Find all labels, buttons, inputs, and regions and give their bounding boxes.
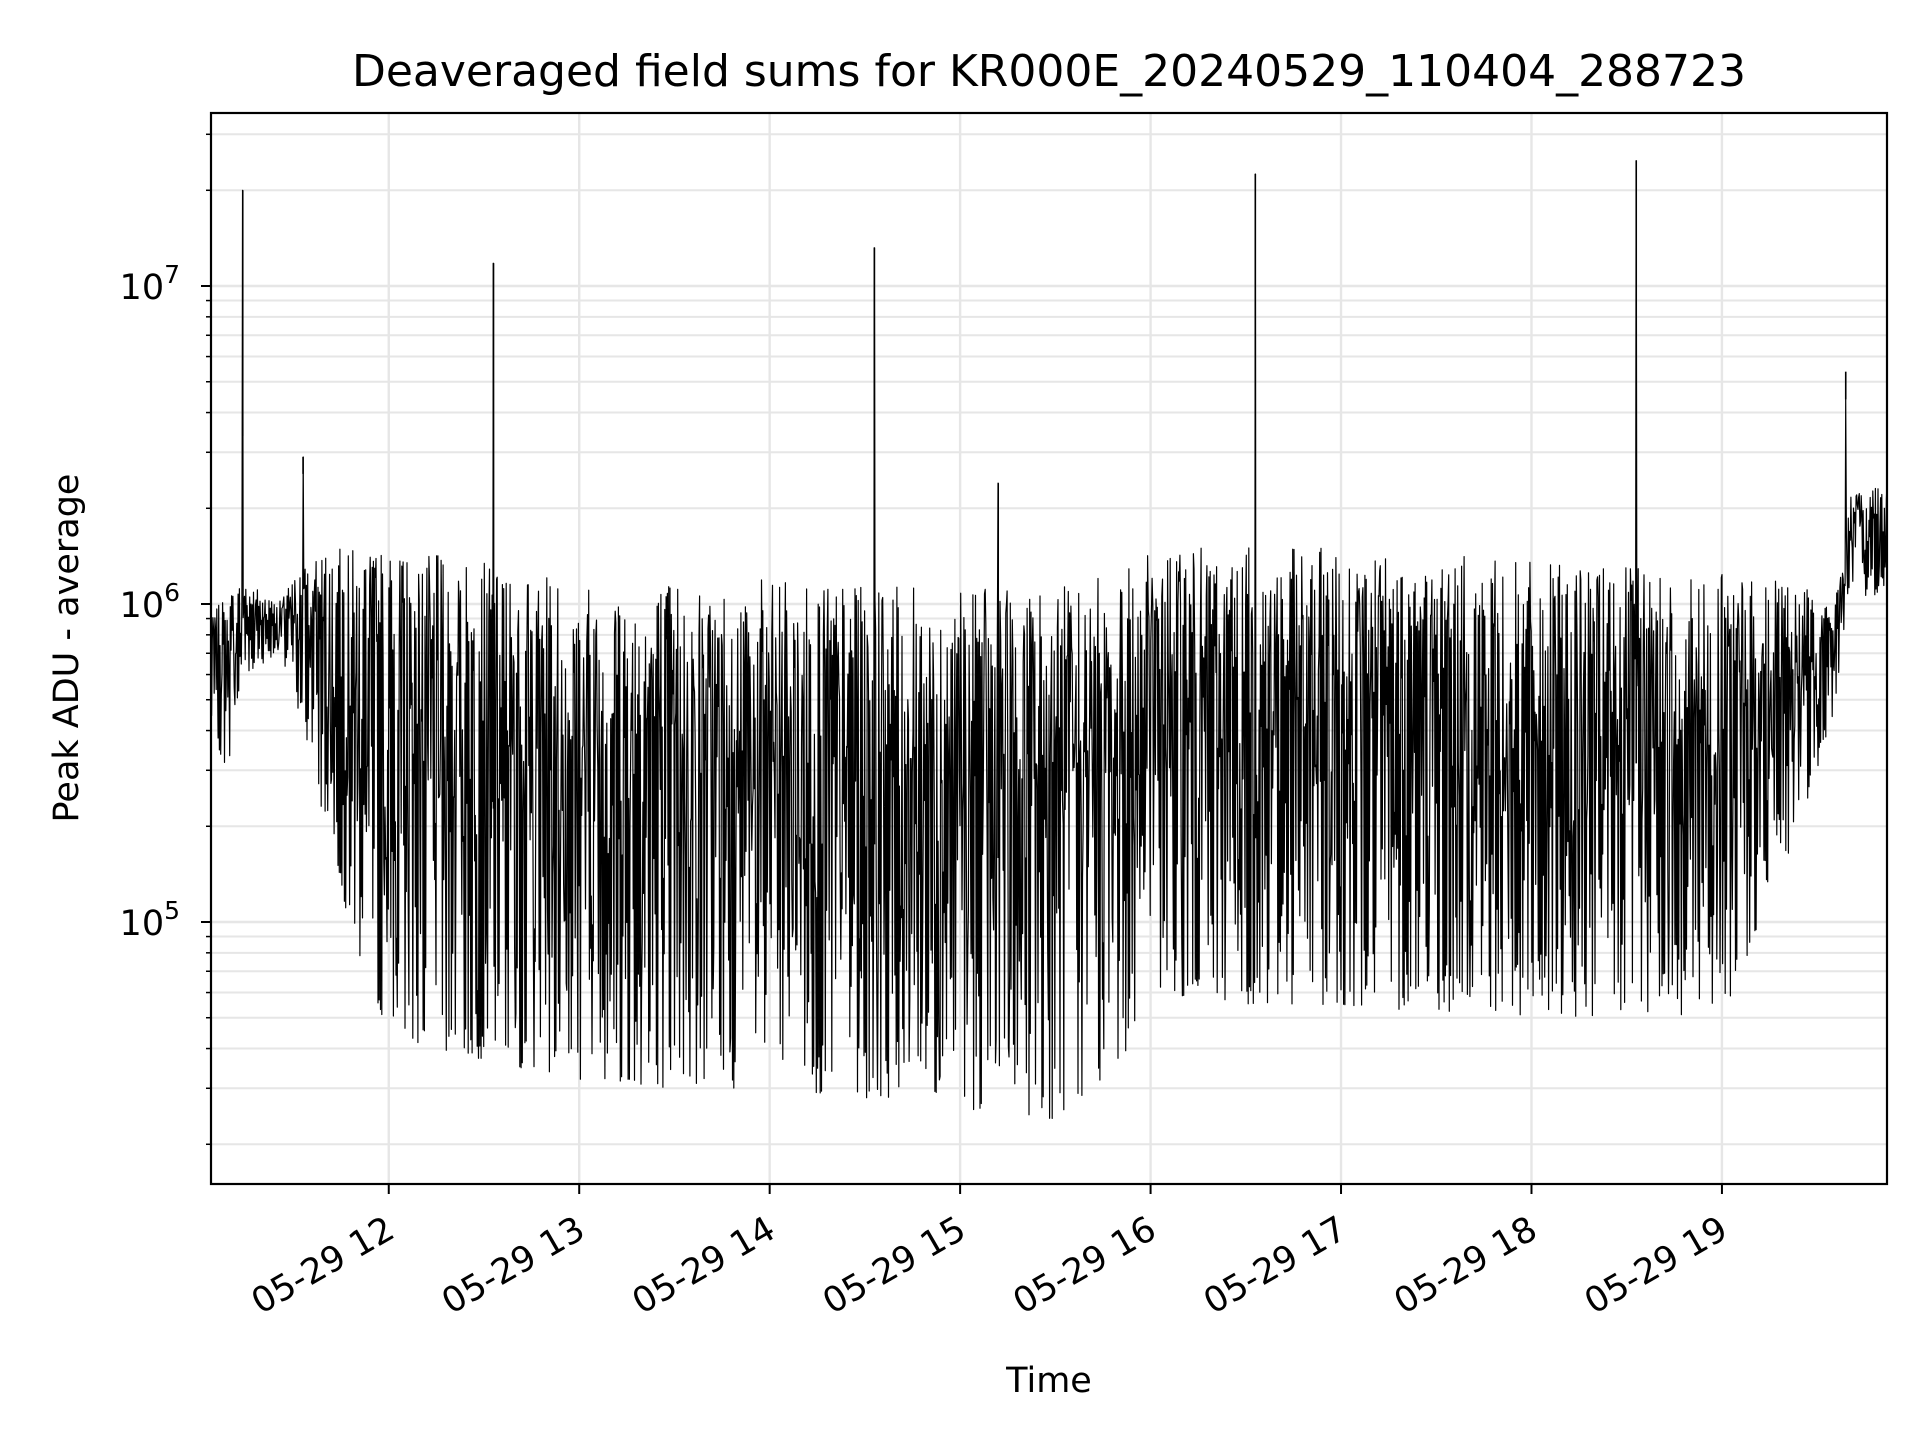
plot-frame	[209, 111, 1889, 1186]
x-tick-label: 05-29 13	[435, 1209, 591, 1322]
y-tick-label: 105	[120, 896, 180, 944]
x-tick-label: 05-29 16	[1007, 1209, 1163, 1322]
plot-area	[210, 160, 1888, 1119]
y-axis-label: Peak ADU - average	[47, 474, 87, 823]
y-tick-label: 106	[120, 578, 180, 626]
x-tick-label: 05-29 17	[1197, 1209, 1353, 1322]
y-axis: 105 106 107	[120, 133, 211, 1146]
x-tick-label: 05-29 19	[1578, 1209, 1734, 1322]
x-tick-label: 05-29 18	[1388, 1209, 1544, 1322]
x-tick-label: 05-29 12	[245, 1209, 401, 1322]
x-axis-label: Time	[1005, 1361, 1092, 1401]
x-axis: 05-29 12 05-29 13 05-29 14 05-29 15 05-29 16…	[245, 1184, 1734, 1322]
chart-title: Deaveraged field sums for KR000E_2024052…	[352, 46, 1746, 97]
x-tick-label: 05-29 14	[626, 1209, 782, 1322]
y-tick-label: 107	[120, 260, 180, 308]
x-tick-label: 05-29 15	[816, 1209, 972, 1322]
series-line	[210, 160, 1888, 1119]
